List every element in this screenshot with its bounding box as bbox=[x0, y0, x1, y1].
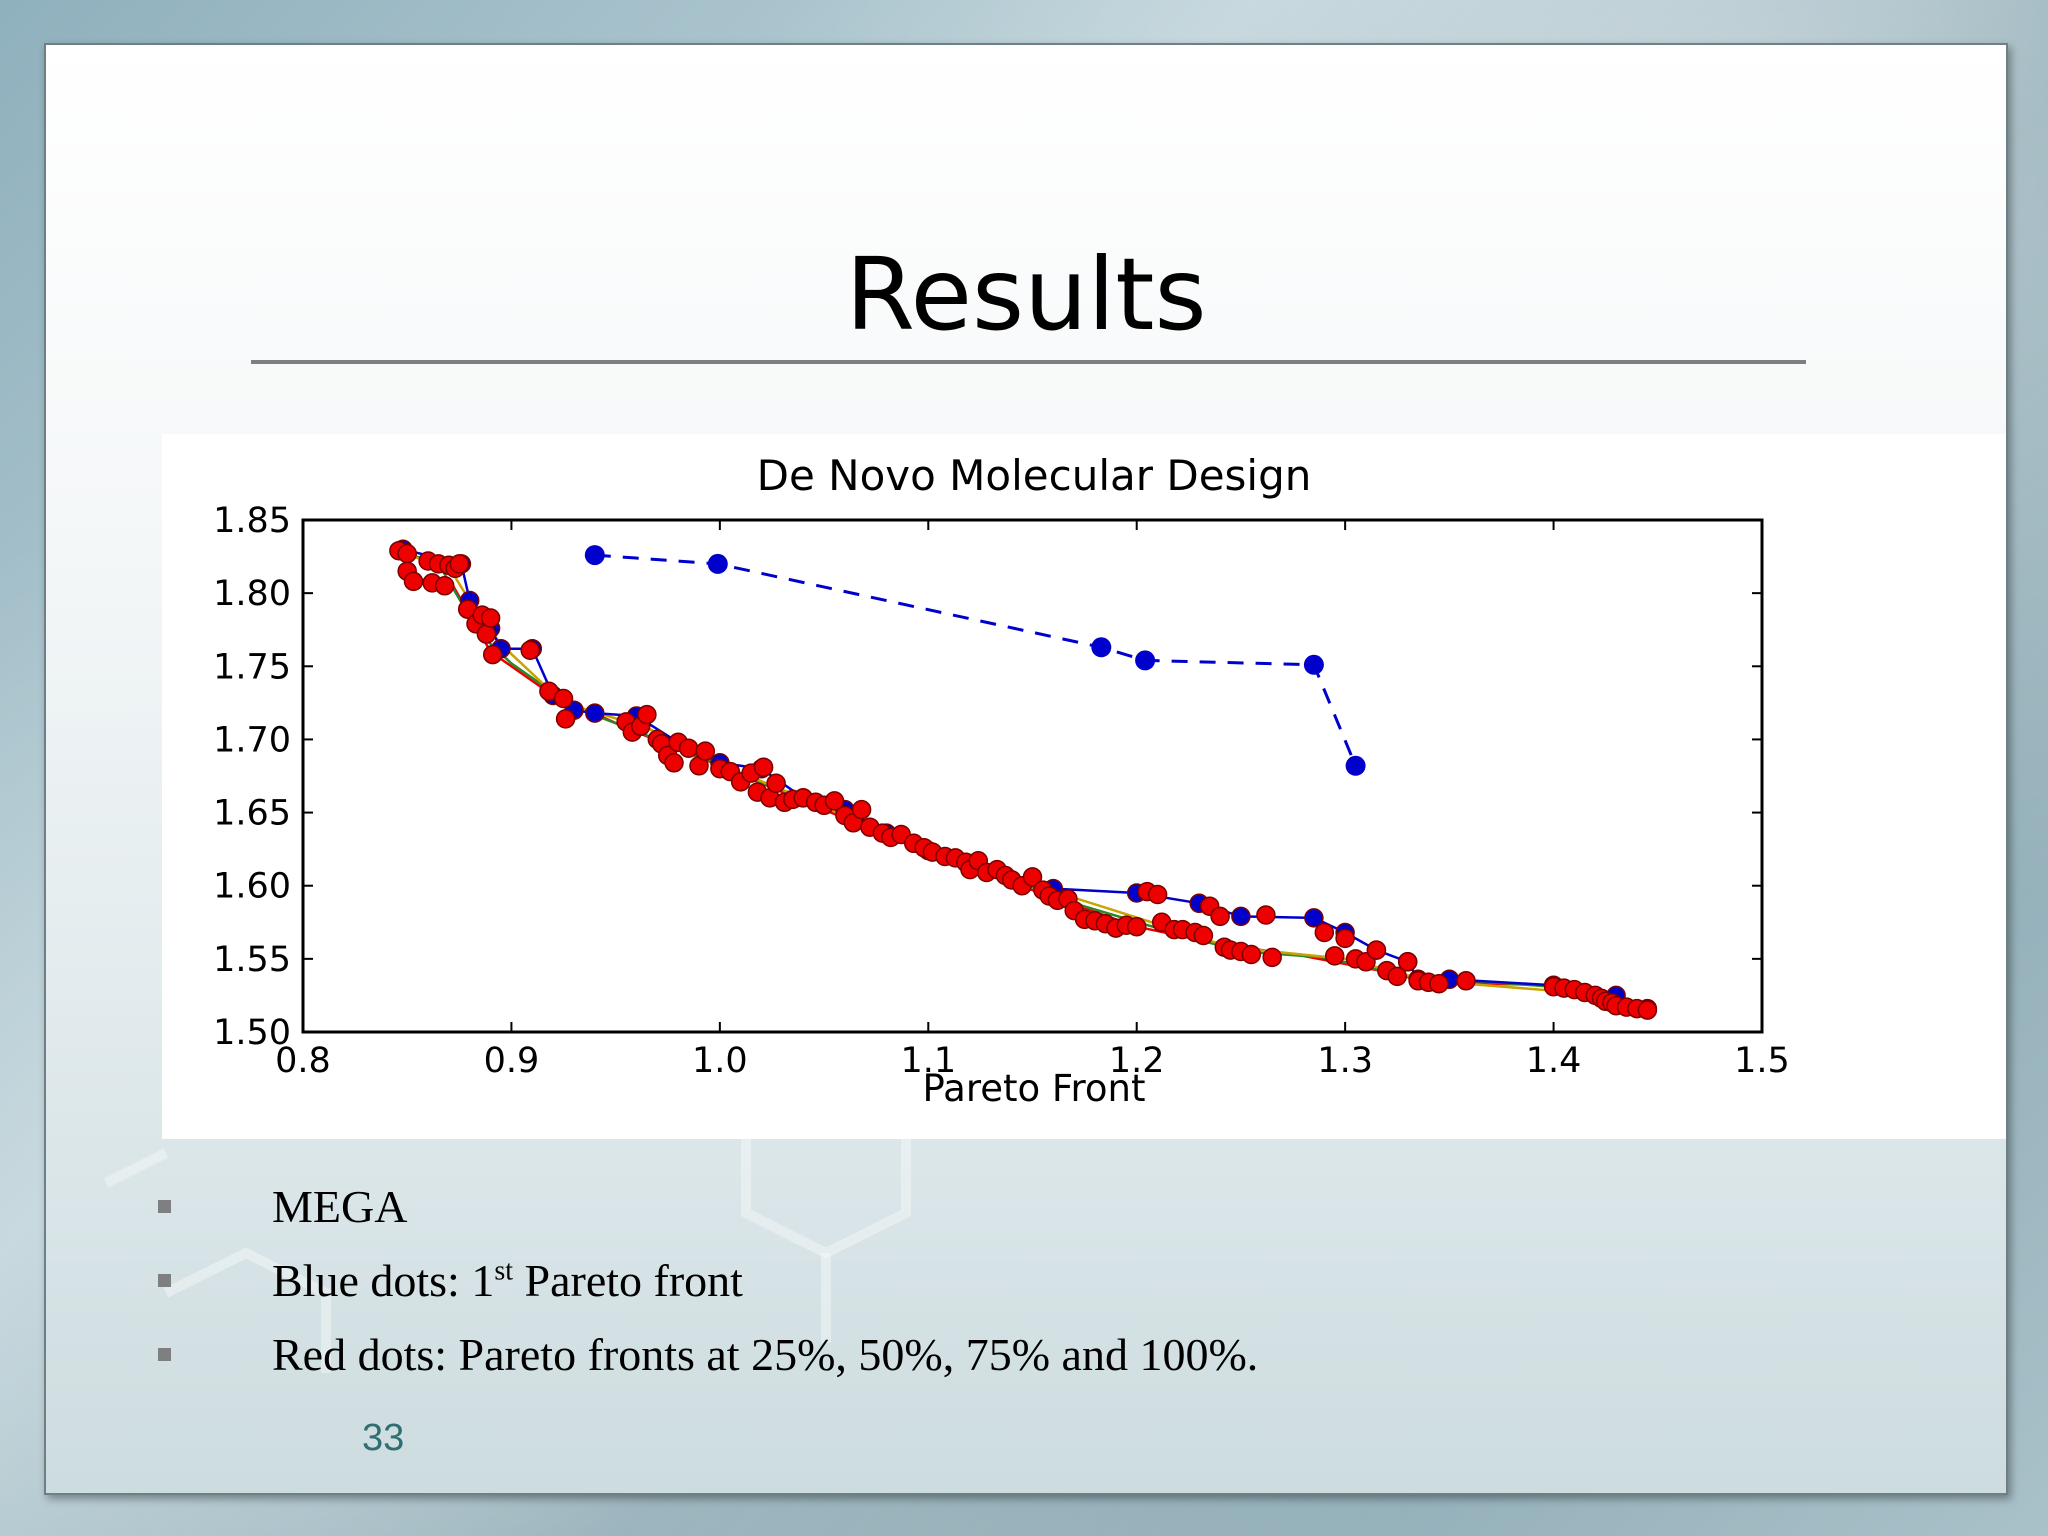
data-point bbox=[1366, 940, 1387, 960]
x-tick-label: 0.9 bbox=[484, 1041, 540, 1081]
data-point bbox=[476, 624, 497, 644]
front-line bbox=[406, 553, 1648, 1012]
y-tick-label: 1.65 bbox=[213, 794, 291, 834]
slide: Results De Novo Molecular Design Pareto … bbox=[44, 43, 2008, 1495]
front-line bbox=[402, 551, 1648, 1010]
data-point bbox=[1345, 755, 1366, 776]
data-point bbox=[434, 576, 455, 596]
data-point bbox=[695, 741, 716, 761]
x-tick-label: 1.2 bbox=[1109, 1041, 1165, 1081]
data-point bbox=[1256, 905, 1276, 925]
data-point bbox=[1637, 1000, 1658, 1020]
data-point bbox=[584, 545, 605, 566]
y-tick-label: 1.75 bbox=[213, 647, 291, 687]
page-number: 33 bbox=[362, 1417, 405, 1459]
data-point bbox=[1303, 654, 1324, 675]
slide-title: Results bbox=[845, 236, 1207, 353]
data-point bbox=[678, 738, 699, 758]
x-tick-label: 1.1 bbox=[900, 1041, 956, 1081]
data-point bbox=[753, 757, 774, 777]
bullet-text: Blue dots: 1 bbox=[272, 1255, 495, 1306]
data-point bbox=[1397, 952, 1418, 972]
bullet-square-icon bbox=[158, 1348, 171, 1361]
title-divider bbox=[251, 360, 1806, 364]
data-point bbox=[1335, 928, 1355, 949]
data-point bbox=[1231, 906, 1251, 927]
front-line bbox=[397, 550, 1648, 1012]
data-point bbox=[1314, 922, 1335, 943]
data-point bbox=[553, 688, 574, 709]
x-tick-label: 1.5 bbox=[1734, 1041, 1790, 1081]
data-point bbox=[397, 543, 417, 564]
data-point bbox=[585, 703, 605, 723]
pareto-chart: De Novo Molecular Design Pareto Front 0.… bbox=[213, 451, 1790, 1110]
y-tick-label: 1.50 bbox=[213, 1013, 291, 1053]
y-tick-label: 1.55 bbox=[213, 940, 291, 980]
data-point bbox=[664, 753, 684, 773]
x-tick-label: 0.8 bbox=[275, 1041, 331, 1081]
x-tick-label: 1.4 bbox=[1526, 1041, 1582, 1081]
bullet-item: Red dots: Pareto fronts at 25%, 50%, 75%… bbox=[150, 1318, 1258, 1392]
bullet-item: MEGA bbox=[150, 1170, 1258, 1244]
series-line bbox=[594, 553, 1357, 767]
data-point bbox=[1429, 973, 1449, 994]
bullet-square-icon bbox=[158, 1200, 171, 1213]
chart-lines bbox=[397, 548, 1648, 1012]
data-point bbox=[1022, 867, 1043, 887]
data-point bbox=[1210, 906, 1230, 927]
data-point bbox=[824, 791, 845, 811]
chart-figure: De Novo Molecular Design Pareto Front 0.… bbox=[162, 434, 2006, 1139]
data-point bbox=[707, 553, 728, 574]
data-point bbox=[449, 554, 470, 574]
y-tick-label: 1.70 bbox=[213, 720, 291, 760]
data-point bbox=[480, 608, 501, 628]
data-point bbox=[851, 799, 872, 820]
data-point bbox=[766, 773, 786, 794]
bullet-list: MEGA Blue dots: 1st Pareto front Red dot… bbox=[150, 1170, 1258, 1392]
data-point bbox=[1262, 947, 1282, 968]
chart-points bbox=[389, 539, 1658, 1020]
y-tick-label: 1.80 bbox=[213, 574, 291, 614]
x-axis-label: Pareto Front bbox=[923, 1067, 1146, 1110]
data-point bbox=[1135, 650, 1156, 671]
bullet-square-icon bbox=[158, 1274, 171, 1287]
data-point bbox=[1147, 884, 1168, 905]
data-point bbox=[1324, 946, 1345, 966]
data-point bbox=[1304, 908, 1324, 928]
data-point bbox=[1126, 916, 1147, 937]
data-point bbox=[520, 640, 540, 660]
bullet-text: MEGA bbox=[272, 1181, 408, 1232]
x-tick-label: 1.0 bbox=[692, 1041, 748, 1081]
series-line bbox=[402, 548, 1648, 1010]
chart-axes: 0.8 0.9 1.0 1.1 1.2 1.3 1.4 1.5 1.50 1.55 1.60 1.65… bbox=[213, 501, 1790, 1081]
data-point bbox=[555, 709, 576, 729]
data-point bbox=[482, 644, 503, 665]
bullet-text-continued: Pareto front bbox=[513, 1255, 743, 1306]
bullet-superscript: st bbox=[494, 1255, 514, 1287]
bullet-item: Blue dots: 1st Pareto front bbox=[150, 1244, 1258, 1318]
x-tick-label: 1.3 bbox=[1317, 1041, 1373, 1081]
bullet-text: Red dots: Pareto fronts at 25%, 50%, 75%… bbox=[272, 1329, 1259, 1380]
y-tick-label: 1.60 bbox=[213, 867, 291, 907]
data-point bbox=[1091, 637, 1112, 658]
data-point bbox=[637, 704, 657, 725]
chart-title: De Novo Molecular Design bbox=[757, 451, 1312, 500]
plot-frame bbox=[301, 518, 1764, 1034]
data-point bbox=[403, 571, 424, 592]
data-point bbox=[1456, 971, 1476, 991]
data-point bbox=[1193, 925, 1214, 946]
data-point bbox=[1387, 966, 1407, 987]
y-tick-label: 1.85 bbox=[213, 501, 291, 541]
data-point bbox=[1241, 944, 1262, 965]
